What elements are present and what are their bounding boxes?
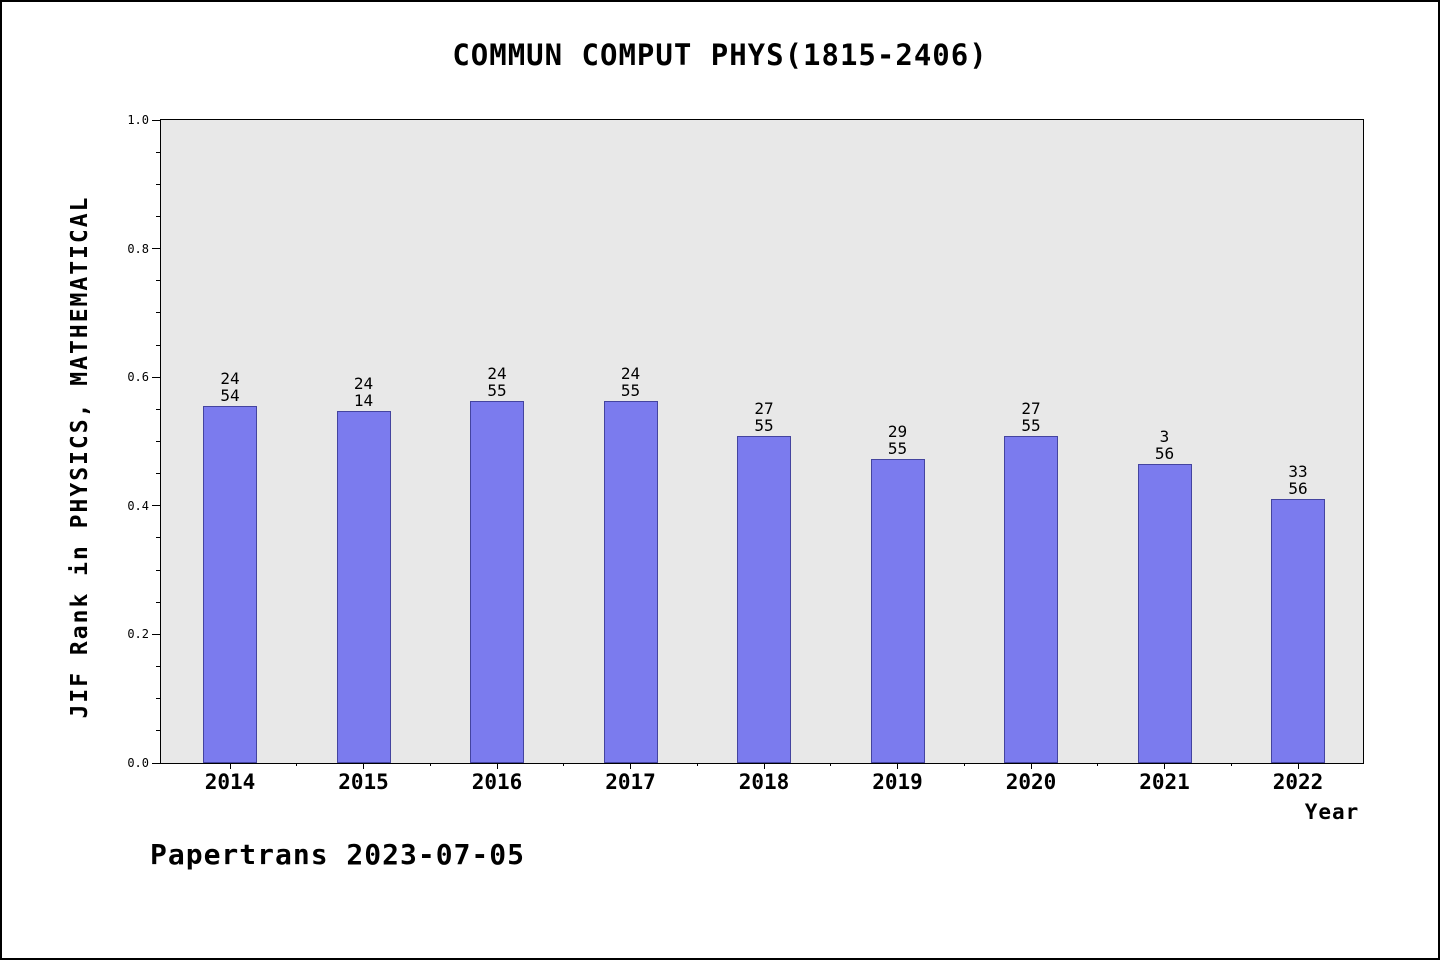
- bar-value-label-2019: 29 55: [853, 423, 943, 457]
- plot-area: 0.0 0.2 0.4 0.6 0.8 1.0 24 54 2014 24 14 2015 24 55 20…: [127, 113, 1364, 794]
- x-tick-label-2022: 2022: [1272, 770, 1324, 794]
- bar-label-denominator: 56: [1154, 444, 1175, 463]
- bar-2017: [603, 401, 658, 763]
- y-tick: [152, 505, 160, 507]
- x-tick-2020: [1030, 763, 1032, 769]
- bar-label-denominator: 55: [754, 416, 774, 435]
- bar-label-numerator: 29: [887, 422, 908, 441]
- x-tick-2019: [897, 763, 898, 769]
- y-minor-tick: [156, 569, 160, 571]
- chart-title: COMMUN COMPUT PHYS(1815-2406): [452, 38, 988, 72]
- x-tick-label-2014: 2014: [204, 770, 256, 794]
- x-minor-tick: [963, 763, 965, 766]
- bar-2021: [1137, 464, 1192, 763]
- bar-label-numerator: 33: [1288, 462, 1308, 481]
- y-minor-tick: [156, 280, 160, 282]
- bar-label-numerator: 24: [620, 364, 641, 383]
- y-tick: [152, 376, 160, 378]
- y-minor-tick: [156, 441, 160, 442]
- x-axis-label: Year: [1304, 800, 1360, 824]
- y-minor-tick: [156, 344, 160, 346]
- y-minor-tick: [156, 215, 160, 217]
- bar-label-denominator: 14: [353, 391, 374, 410]
- bar-value-label-2014: 24 54: [185, 370, 275, 404]
- bar-value-label-2021: 3 56: [1120, 428, 1210, 462]
- x-minor-tick: [563, 763, 565, 766]
- x-tick-label-2015: 2015: [338, 770, 389, 794]
- y-axis-label: JIF Rank in PHYSICS, MATHEMATICAL: [67, 195, 93, 719]
- bar-label-numerator: 27: [1021, 399, 1041, 418]
- bar-label-numerator: 24: [487, 364, 507, 383]
- y-tick-label-1.0: 1.0: [127, 113, 149, 127]
- bar-value-label-2015: 24 14: [319, 375, 409, 409]
- y-tick: [152, 119, 160, 121]
- y-minor-tick: [156, 151, 160, 153]
- y-tick-label-0.6: 0.6: [127, 370, 149, 385]
- bar-value-label-2022: 33 56: [1253, 463, 1343, 497]
- x-tick-2014: [229, 763, 231, 769]
- bar-value-label-2018: 27 55: [719, 400, 809, 434]
- y-minor-tick: [156, 312, 160, 314]
- bar-label-denominator: 55: [487, 381, 507, 400]
- bar-label-numerator: 3: [1159, 427, 1170, 446]
- bar-2019: [870, 459, 925, 763]
- x-tick-label-2018: 2018: [738, 770, 790, 794]
- bar-label-denominator: 56: [1288, 479, 1308, 498]
- y-tick: [152, 248, 160, 250]
- x-minor-tick: [830, 763, 832, 766]
- watermark-text: Papertrans 2023-07-05: [150, 838, 526, 871]
- y-minor-tick: [156, 183, 160, 185]
- y-minor-tick: [156, 666, 160, 668]
- bar-label-numerator: 24: [353, 374, 374, 393]
- y-minor-tick: [156, 473, 160, 475]
- x-minor-tick: [1230, 763, 1232, 766]
- bar-label-numerator: 24: [220, 369, 240, 388]
- bar-value-label-2020: 27 55: [986, 400, 1076, 434]
- y-minor-tick: [156, 601, 160, 603]
- bar-2020: [1004, 436, 1058, 763]
- y-tick: [152, 762, 160, 764]
- bar-2015: [336, 411, 391, 763]
- bar-value-label-2016: 24 55: [452, 365, 542, 399]
- x-minor-tick: [696, 763, 698, 766]
- y-tick-label-0.2: 0.2: [127, 627, 149, 642]
- bar-2022: [1271, 499, 1325, 763]
- x-minor-tick: [429, 763, 431, 766]
- x-minor-tick: [1097, 763, 1099, 766]
- x-tick-label-2016: 2016: [471, 770, 523, 794]
- bar-label-denominator: 55: [1021, 416, 1041, 435]
- x-tick-label-2021: 2021: [1139, 770, 1190, 794]
- x-tick-label-2017: 2017: [605, 770, 656, 794]
- y-tick-label-0.0: 0.0: [127, 756, 149, 770]
- x-tick-2021: [1164, 763, 1165, 769]
- bar-value-label-2017: 24 55: [586, 365, 676, 399]
- bar-label-denominator: 55: [620, 381, 641, 400]
- bar-2018: [737, 436, 791, 763]
- y-tick-label-0.4: 0.4: [127, 498, 149, 513]
- y-minor-tick: [156, 730, 160, 732]
- bar-label-numerator: 27: [754, 399, 774, 418]
- x-tick-2018: [763, 763, 765, 769]
- y-minor-tick: [156, 537, 160, 539]
- x-tick-2016: [496, 763, 498, 769]
- x-tick-2015: [363, 763, 364, 769]
- x-tick-2017: [630, 763, 631, 769]
- bar-label-denominator: 54: [220, 386, 240, 405]
- y-tick: [152, 633, 160, 635]
- y-minor-tick: [156, 698, 160, 700]
- x-tick-label-2019: 2019: [872, 770, 923, 794]
- x-minor-tick: [296, 763, 298, 766]
- bar-label-denominator: 55: [887, 439, 908, 458]
- x-tick-2022: [1297, 763, 1299, 769]
- bar-2014: [203, 406, 257, 763]
- bar-2016: [470, 401, 524, 763]
- y-minor-tick: [156, 408, 160, 410]
- y-tick-label-0.8: 0.8: [127, 241, 149, 256]
- x-tick-label-2020: 2020: [1005, 770, 1057, 794]
